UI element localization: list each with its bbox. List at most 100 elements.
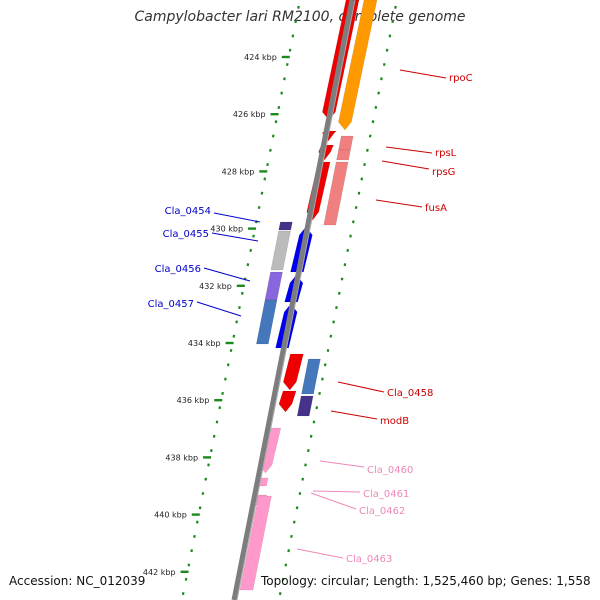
right-inner-ticks — [354, 205, 358, 210]
right-inner-ticks — [318, 391, 321, 395]
left-ruler-ticks — [291, 34, 295, 38]
gene-Cla_0455 — [270, 230, 291, 271]
label-rpsL: rpsL — [435, 148, 457, 159]
left-ruler-ticks — [215, 420, 219, 424]
right-inner-ticks — [312, 420, 316, 424]
label-rpsG: rpsG — [432, 167, 455, 178]
left-ruler-ticks — [224, 377, 227, 381]
gene-rpoC-right — [338, 0, 378, 131]
right-inner-ticks — [337, 291, 341, 295]
left-ruler-ticks — [181, 592, 185, 596]
right-inner-ticks — [343, 263, 347, 267]
backbone-highlight — [236, 0, 356, 600]
gene-Cla_0463 — [239, 495, 272, 591]
left-ruler-ticks — [218, 406, 222, 410]
right-inner-ticks — [292, 520, 296, 524]
right-inner-ticks — [295, 506, 299, 510]
ruler-label: 428 kbp — [222, 167, 255, 176]
right-inner-ticks — [363, 163, 366, 167]
label-Cla_0455: Cla_0455 — [163, 229, 209, 240]
map-title: Campylobacter lari RM2100, complete geno… — [134, 9, 466, 25]
label-rpoC: rpoC — [449, 73, 473, 84]
left-ruler-ticks — [240, 291, 244, 295]
left-ruler-ticks — [198, 506, 202, 510]
gene-rpsL-b — [338, 135, 354, 151]
right-inner-ticks — [298, 491, 302, 496]
left-ruler-ticks — [297, 5, 300, 9]
label-Cla_0458: Cla_0458 — [387, 388, 433, 399]
gene-modB-b — [296, 395, 314, 417]
right-inner-ticks — [321, 377, 324, 381]
backbone-line — [231, 0, 355, 600]
right-inner-ticks — [304, 463, 307, 467]
left-ruler-ticks — [285, 62, 289, 67]
right-inner-ticks — [388, 34, 392, 38]
right-inner-ticks — [374, 105, 378, 109]
left-ruler-ticks — [294, 20, 298, 24]
gene-rpsG-b — [336, 149, 351, 161]
right-inner-ticks — [371, 120, 375, 124]
right-inner-ticks — [309, 434, 313, 438]
label-Cla_0454: Cla_0454 — [165, 206, 211, 217]
right-inner-ticks — [306, 449, 310, 453]
label-modB: modB — [380, 416, 409, 427]
left-ruler-ticks — [271, 134, 275, 138]
leader-rpsG — [381, 160, 430, 170]
gene-Cla_0458-b — [301, 358, 321, 395]
right-inner-ticks — [323, 363, 327, 367]
gene-modB — [278, 390, 297, 413]
right-inner-ticks — [391, 20, 395, 24]
left-ruler-ticks — [195, 520, 199, 524]
right-inner-ticks — [340, 277, 344, 281]
left-ruler-ticks — [187, 563, 191, 567]
label-Cla_0462: Cla_0462 — [359, 506, 405, 517]
right-inner-ticks — [382, 62, 386, 67]
right-inner-ticks — [329, 334, 333, 338]
right-inner-ticks — [332, 320, 336, 324]
right-inner-ticks — [346, 248, 350, 252]
left-ruler-ticks — [229, 348, 233, 353]
ruler-label: 438 kbp — [165, 453, 198, 462]
right-inner-ticks — [335, 306, 338, 310]
gene-features — [239, 0, 378, 591]
leader-Cla_0462 — [310, 492, 357, 510]
left-ruler-ticks — [288, 48, 292, 52]
right-inner-ticks — [315, 406, 319, 410]
ruler-label: 432 kbp — [199, 282, 232, 291]
ruler-label: 430 kbp — [210, 225, 243, 234]
leader-rpoC — [399, 69, 447, 79]
right-inner-ticks — [349, 234, 352, 238]
leader-Cla_0458 — [337, 381, 385, 393]
gene-Cla_0457-b — [256, 299, 278, 345]
right-inner-ticks — [380, 77, 383, 81]
right-inner-ticks — [366, 148, 369, 152]
left-ruler-ticks — [280, 91, 284, 95]
right-inner-ticks — [385, 48, 389, 52]
leader-rpsL — [385, 146, 433, 154]
label-Cla_0456: Cla_0456 — [155, 264, 201, 275]
right-inner-ticks — [281, 577, 285, 581]
gene-fusA-b — [323, 161, 349, 226]
right-inner-ticks — [326, 348, 330, 353]
left-ruler-ticks — [201, 491, 205, 496]
ruler-label: 440 kbp — [154, 511, 187, 520]
left-ruler-ticks — [190, 549, 194, 553]
left-ruler-ticks — [235, 320, 239, 324]
right-inner-ticks — [351, 220, 355, 224]
ruler-label: 434 kbp — [188, 339, 221, 348]
left-ruler-ticks — [193, 534, 196, 538]
left-ruler-ticks — [274, 120, 278, 124]
right-inner-ticks — [377, 91, 381, 95]
leader-Cla_0456 — [203, 267, 251, 282]
ruler-label: 442 kbp — [143, 568, 176, 577]
topology-text: Topology: circular; Length: 1,525,460 bp… — [261, 574, 591, 588]
genome-backbone — [231, 0, 356, 600]
leader-Cla_0455 — [211, 232, 259, 242]
ruler-label: 436 kbp — [177, 396, 210, 405]
right-inner-ticks — [360, 177, 364, 181]
right-inner-ticks — [287, 549, 291, 553]
label-fusA: fusA — [425, 203, 447, 214]
left-ruler-ticks — [212, 434, 216, 438]
ruler-label: 424 kbp — [244, 53, 277, 62]
